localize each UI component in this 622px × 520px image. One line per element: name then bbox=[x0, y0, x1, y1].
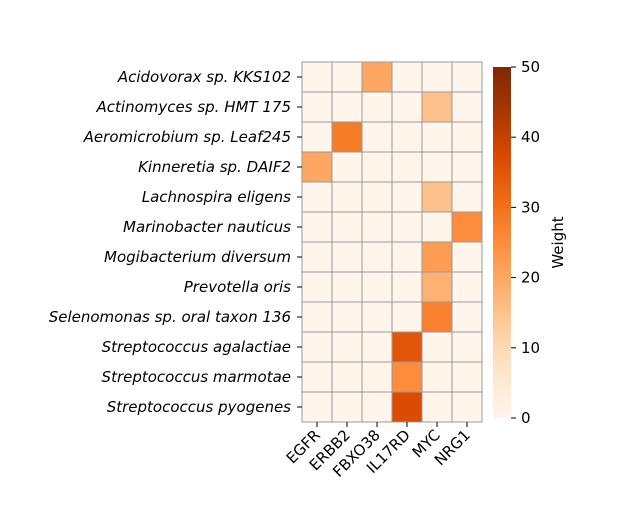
heatmap-cell-6-4 bbox=[421, 241, 453, 273]
heatmap-cell-0-5 bbox=[451, 61, 483, 93]
heatmap-cell-10-0 bbox=[301, 361, 333, 393]
heatmap-cell-2-1 bbox=[331, 121, 363, 153]
row-labels: Acidovorax sp. KKS102 Actinomyces sp. HMT… bbox=[49, 68, 302, 416]
heatmap-cell-3-1 bbox=[331, 151, 363, 183]
heatmap-cell-3-2 bbox=[361, 151, 393, 183]
row-label: Streptococcus agalactiae bbox=[102, 338, 291, 356]
heatmap-cell-7-1 bbox=[331, 271, 363, 303]
heatmap-cell-8-3 bbox=[391, 301, 423, 333]
heatmap-cell-9-5 bbox=[451, 331, 483, 363]
heatmap-cell-1-0 bbox=[301, 91, 333, 123]
heatmap-cell-2-4 bbox=[421, 121, 453, 153]
heatmap-cell-5-5 bbox=[451, 211, 483, 243]
row-label: Streptococcus pyogenes bbox=[107, 398, 291, 416]
heatmap-cell-8-1 bbox=[331, 301, 363, 333]
heatmap-cell-4-0 bbox=[301, 181, 333, 213]
heatmap-cell-0-2 bbox=[361, 61, 393, 93]
heatmap-cell-5-0 bbox=[301, 211, 333, 243]
heatmap-cells bbox=[301, 61, 483, 423]
heatmap-cell-2-3 bbox=[391, 121, 423, 153]
colorbar-tick-label: 0 bbox=[521, 409, 531, 427]
heatmap-cell-1-4 bbox=[421, 91, 453, 123]
heatmap-cell-1-3 bbox=[391, 91, 423, 123]
row-label: Streptococcus marmotae bbox=[102, 368, 291, 386]
heatmap-cell-9-2 bbox=[361, 331, 393, 363]
heatmap-cell-10-1 bbox=[331, 361, 363, 393]
heatmap-cell-7-5 bbox=[451, 271, 483, 303]
heatmap-cell-1-1 bbox=[331, 91, 363, 123]
heatmap-cell-2-2 bbox=[361, 121, 393, 153]
heatmap-cell-9-1 bbox=[331, 331, 363, 363]
heatmap-cell-4-1 bbox=[331, 181, 363, 213]
heatmap-cell-6-1 bbox=[331, 241, 363, 273]
row-label: Acidovorax sp. KKS102 bbox=[117, 68, 291, 86]
heatmap-cell-8-5 bbox=[451, 301, 483, 333]
heatmap-cell-7-2 bbox=[361, 271, 393, 303]
heatmap-cell-5-3 bbox=[391, 211, 423, 243]
heatmap-cell-10-3 bbox=[391, 361, 423, 393]
heatmap-cell-4-2 bbox=[361, 181, 393, 213]
row-label: Marinobacter nauticus bbox=[123, 218, 291, 236]
row-label: Selenomonas sp. oral taxon 136 bbox=[49, 308, 291, 326]
colorbar: 0 10 20 30 40 50 Weight bbox=[493, 58, 567, 427]
heatmap-cell-1-5 bbox=[451, 91, 483, 123]
colorbar-tick-label: 30 bbox=[521, 198, 540, 216]
heatmap-cell-6-3 bbox=[391, 241, 423, 273]
heatmap-cell-7-3 bbox=[391, 271, 423, 303]
heatmap-cell-8-2 bbox=[361, 301, 393, 333]
colorbar-gradient bbox=[493, 67, 511, 418]
heatmap-cell-9-3 bbox=[391, 331, 423, 363]
heatmap-cell-11-0 bbox=[301, 391, 333, 423]
heatmap-cell-1-2 bbox=[361, 91, 393, 123]
heatmap-cell-10-2 bbox=[361, 361, 393, 393]
heatmap-cell-0-3 bbox=[391, 61, 423, 93]
heatmap-cell-8-0 bbox=[301, 301, 333, 333]
colorbar-tick-label: 10 bbox=[521, 339, 540, 357]
heatmap-cell-11-5 bbox=[451, 391, 483, 423]
heatmap-cell-2-0 bbox=[301, 121, 333, 153]
heatmap-cell-10-4 bbox=[421, 361, 453, 393]
heatmap-cell-5-1 bbox=[331, 211, 363, 243]
heatmap-cell-5-4 bbox=[421, 211, 453, 243]
heatmap-cell-2-5 bbox=[451, 121, 483, 153]
heatmap-cell-3-5 bbox=[451, 151, 483, 183]
heatmap-cell-8-4 bbox=[421, 301, 453, 333]
heatmap-cell-9-4 bbox=[421, 331, 453, 363]
heatmap-cell-3-3 bbox=[391, 151, 423, 183]
colorbar-label: Weight bbox=[549, 216, 567, 268]
heatmap-cell-4-5 bbox=[451, 181, 483, 213]
heatmap-cell-9-0 bbox=[301, 331, 333, 363]
row-label: Actinomyces sp. HMT 175 bbox=[96, 98, 291, 116]
heatmap-cell-7-0 bbox=[301, 271, 333, 303]
row-label: Prevotella oris bbox=[184, 278, 291, 296]
heatmap-cell-4-4 bbox=[421, 181, 453, 213]
colorbar-tick-label: 20 bbox=[521, 269, 540, 287]
heatmap-cell-3-0 bbox=[301, 151, 333, 183]
heatmap-cell-0-0 bbox=[301, 61, 333, 93]
heatmap-cell-0-4 bbox=[421, 61, 453, 93]
row-label: Aeromicrobium sp. Leaf245 bbox=[83, 128, 291, 146]
heatmap-cell-3-4 bbox=[421, 151, 453, 183]
heatmap-cell-11-1 bbox=[331, 391, 363, 423]
heatmap-cell-10-5 bbox=[451, 361, 483, 393]
heatmap-cell-11-3 bbox=[391, 391, 423, 423]
heatmap-cell-5-2 bbox=[361, 211, 393, 243]
row-label: Kinneretia sp. DAIF2 bbox=[138, 158, 291, 176]
heatmap-cell-11-2 bbox=[361, 391, 393, 423]
heatmap-cell-6-2 bbox=[361, 241, 393, 273]
heatmap-cell-7-4 bbox=[421, 271, 453, 303]
row-label: Mogibacterium diversum bbox=[104, 248, 291, 266]
colorbar-tick-label: 50 bbox=[521, 58, 540, 76]
row-label: Lachnospira eligens bbox=[142, 188, 291, 206]
heatmap-cell-11-4 bbox=[421, 391, 453, 423]
heatmap-cell-0-1 bbox=[331, 61, 363, 93]
heatmap-cell-4-3 bbox=[391, 181, 423, 213]
heatmap-cell-6-5 bbox=[451, 241, 483, 273]
colorbar-tick-label: 40 bbox=[521, 128, 540, 146]
heatmap-cell-6-0 bbox=[301, 241, 333, 273]
